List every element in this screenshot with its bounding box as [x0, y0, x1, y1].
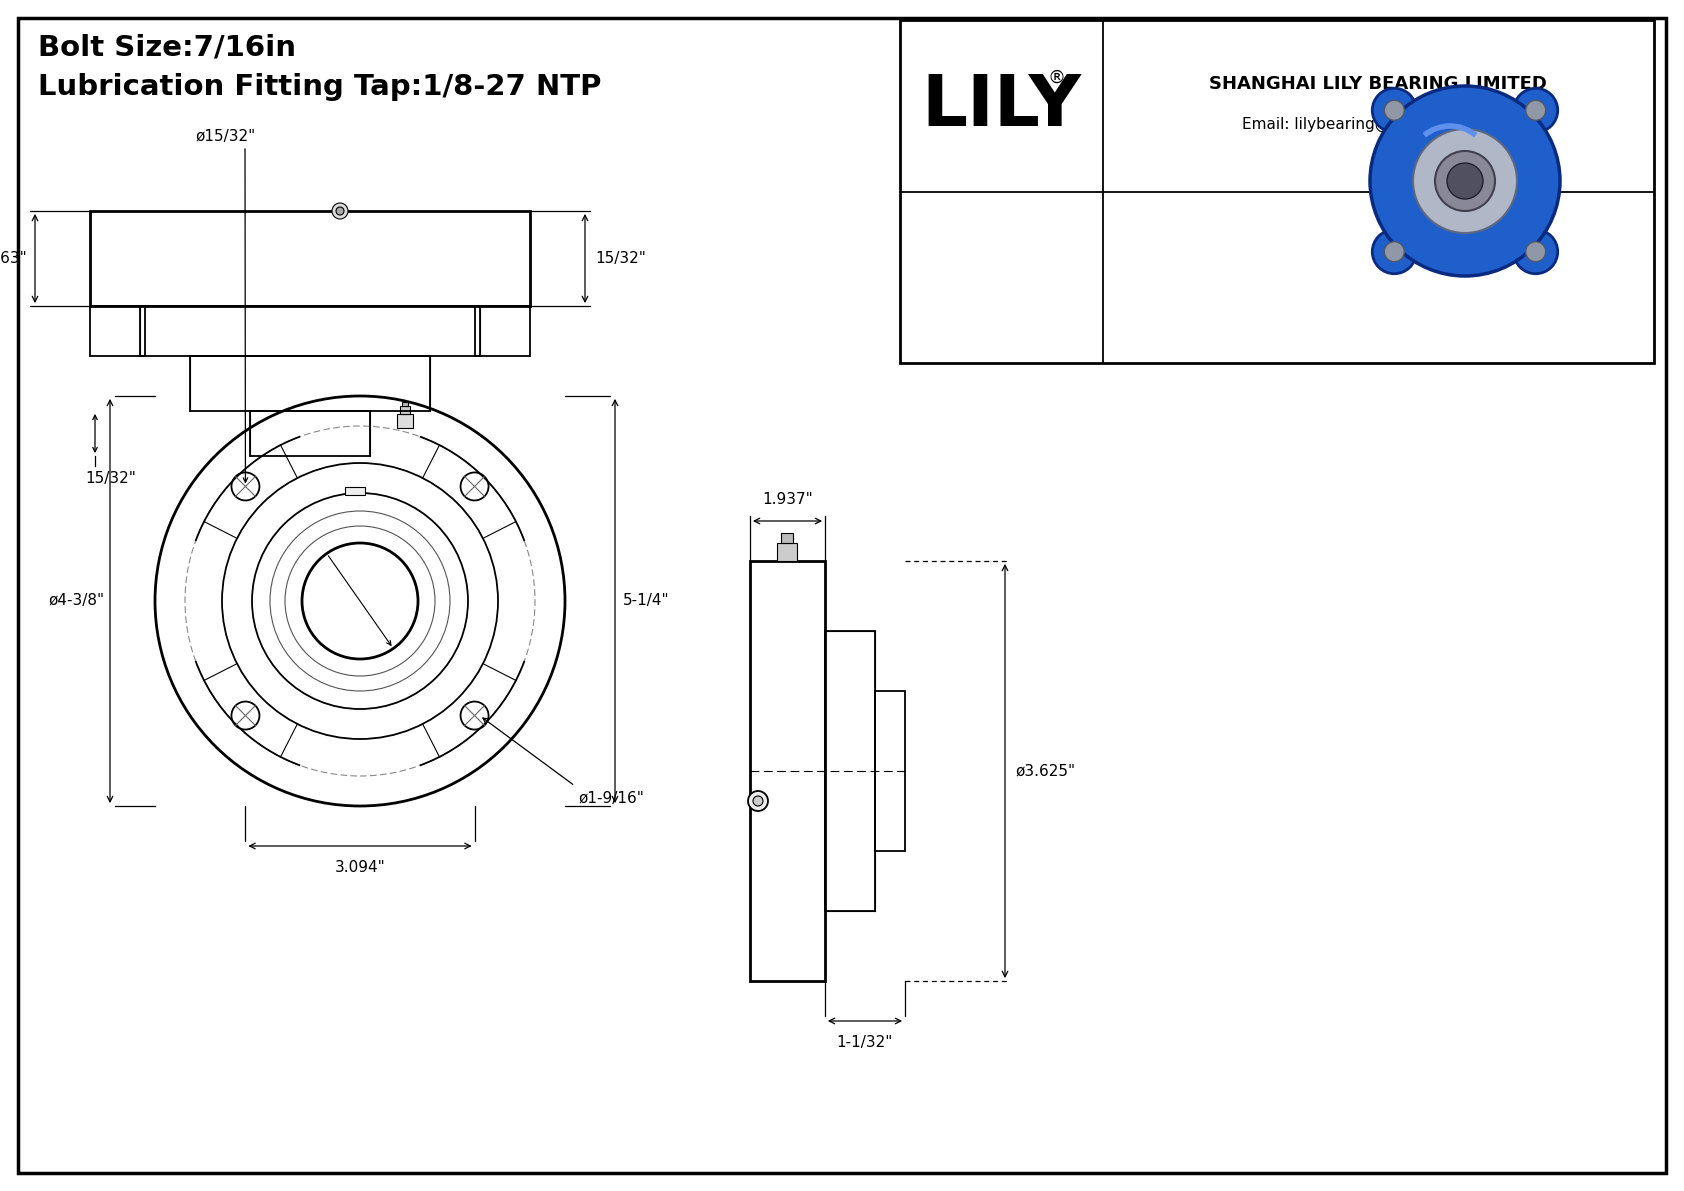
Circle shape [1384, 242, 1404, 262]
Bar [749, 561, 825, 981]
Text: 15/32": 15/32" [594, 251, 647, 266]
Text: Lubrication Fitting Tap:1/8-27 NTP: Lubrication Fitting Tap:1/8-27 NTP [39, 73, 601, 101]
Text: ®: ® [1047, 69, 1064, 87]
Bar [249, 411, 370, 456]
Bar [401, 406, 409, 414]
Text: ø3.625": ø3.625" [1015, 763, 1074, 779]
Bar [89, 306, 145, 356]
Bar [781, 534, 793, 543]
Bar [397, 414, 413, 428]
Bar [402, 403, 408, 406]
Text: LILY: LILY [921, 71, 1081, 141]
Text: ø15/32": ø15/32" [195, 129, 256, 143]
Text: ø4-3/8": ø4-3/8" [49, 593, 104, 609]
Text: 1-1/32": 1-1/32" [837, 1035, 893, 1050]
Circle shape [1413, 129, 1517, 233]
Bar [876, 691, 904, 852]
Text: 5-1/4": 5-1/4" [623, 593, 670, 609]
Text: Bolt Size:7/16in: Bolt Size:7/16in [39, 33, 296, 61]
Circle shape [1372, 88, 1416, 132]
Bar [825, 631, 876, 911]
Text: SHANGHAI LILY BEARING LIMITED: SHANGHAI LILY BEARING LIMITED [1209, 75, 1548, 93]
Text: 1.563": 1.563" [0, 251, 27, 266]
Bar [475, 306, 530, 356]
Circle shape [748, 791, 768, 811]
Bar [190, 356, 429, 411]
Circle shape [337, 207, 344, 216]
Circle shape [753, 796, 763, 806]
Circle shape [1526, 242, 1546, 262]
Text: 15/32": 15/32" [84, 470, 136, 486]
Circle shape [332, 202, 349, 219]
Circle shape [1371, 86, 1559, 276]
Text: ø1-9/16": ø1-9/16" [578, 791, 643, 806]
Bar [89, 211, 530, 306]
Circle shape [1435, 151, 1495, 211]
Text: 3.094": 3.094" [335, 860, 386, 875]
Circle shape [1526, 100, 1546, 120]
Bar [899, 20, 1654, 363]
Bar [345, 487, 365, 495]
Circle shape [1372, 230, 1416, 274]
Circle shape [1384, 100, 1404, 120]
Text: 1.937": 1.937" [763, 492, 813, 507]
Circle shape [1514, 230, 1558, 274]
Circle shape [1447, 163, 1484, 199]
Circle shape [1514, 88, 1558, 132]
Bar [776, 543, 797, 561]
Text: Email: lilybearing@lily-bearing.com: Email: lilybearing@lily-bearing.com [1243, 117, 1514, 131]
Bar [140, 306, 480, 356]
